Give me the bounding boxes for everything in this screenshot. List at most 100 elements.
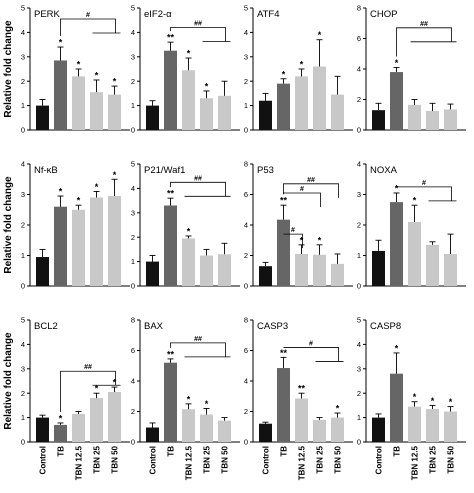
significance-mark: *	[59, 38, 63, 48]
bar-tbn-50	[331, 94, 344, 130]
comparison-bracket	[60, 18, 116, 37]
bar-tbn-25	[200, 414, 213, 442]
y-tick-label: 0	[131, 282, 135, 291]
bar-tbn-12-5	[182, 70, 195, 130]
bar-tbn-50	[108, 94, 121, 130]
bar-tb	[164, 362, 177, 442]
comparison-bracket	[283, 183, 339, 198]
panel-title: P21/Waf1	[144, 165, 185, 176]
category-label: TB	[280, 446, 289, 457]
y-tick-label: 8	[244, 160, 248, 169]
bar-tbn-50	[108, 391, 121, 442]
bar-tbn-25	[200, 255, 213, 286]
significance-mark: *	[187, 226, 191, 236]
bracket-label: ##	[194, 21, 202, 28]
y-tick-label: 3	[244, 52, 248, 61]
bar-tbn-25	[426, 244, 439, 286]
comparison-bracket	[283, 233, 303, 249]
bracket-label: #	[300, 186, 304, 193]
y-tick-label: 2	[21, 221, 25, 230]
y-tick-label: 3	[21, 52, 25, 61]
bar-tbn-25	[90, 398, 103, 442]
significance-mark: **	[167, 189, 175, 199]
y-tick-label: 1	[357, 251, 361, 260]
bar-tbn-12-5	[295, 398, 308, 442]
significance-mark: *	[95, 70, 99, 80]
significance-mark: *	[300, 60, 304, 70]
panel-perk: 0 1 2 3 4 5 PERK * * * * # Relative fold change	[3, 4, 130, 135]
significance-mark: *	[113, 378, 117, 388]
bar-tb	[390, 373, 403, 442]
bar-tbn-12-5	[72, 76, 85, 130]
y-axis-label: Relative fold change	[3, 332, 14, 430]
comparison-bracket	[60, 370, 116, 412]
y-tick-label: 0	[357, 126, 361, 135]
y-tick-label: 3	[131, 208, 135, 217]
y-tick-label: 5	[21, 4, 25, 13]
bar-control	[146, 105, 159, 130]
y-tick-label: 4	[357, 160, 361, 169]
y-axis-label: Relative fold change	[3, 176, 14, 274]
category-label: TB	[167, 446, 176, 457]
bar-tbn-25	[313, 66, 326, 130]
significance-mark: *	[187, 394, 191, 404]
panel-title: PERK	[34, 9, 61, 20]
bar-tbn-25	[90, 92, 103, 130]
bar-tbn-25	[426, 110, 439, 130]
y-tick-label: 4	[131, 377, 135, 386]
y-tick-label: 2	[131, 233, 135, 242]
significance-mark: *	[449, 397, 453, 407]
bracket-label: ##	[420, 21, 428, 28]
comparison-bracket	[396, 27, 452, 57]
y-tick-label: 3	[131, 52, 135, 61]
y-tick-label: 2	[357, 389, 361, 398]
significance-mark: **	[280, 196, 288, 206]
bar-tb	[390, 72, 403, 130]
y-tick-label: 6	[244, 190, 248, 199]
significance-mark: **	[167, 33, 175, 43]
category-label: TBN 12.5	[185, 445, 194, 480]
significance-mark: *	[282, 69, 286, 79]
bar-control	[146, 427, 159, 442]
category-label: TBN 50	[447, 445, 456, 473]
category-label: TBN 25	[316, 445, 325, 473]
category-label: TBN 25	[203, 445, 212, 473]
bar-tbn-12-5	[408, 406, 421, 442]
panel-title: CHOP	[370, 9, 397, 20]
bar-tbn-50	[444, 411, 457, 442]
category-label: TBN 50	[334, 445, 343, 473]
significance-mark: *	[113, 77, 117, 87]
bar-control	[36, 417, 49, 442]
y-tick-label: 1	[357, 413, 361, 422]
bar-tbn-12-5	[182, 238, 195, 286]
y-tick-label: 1	[21, 101, 25, 110]
bar-tb	[54, 424, 67, 442]
category-label: TBN 50	[111, 445, 120, 473]
y-tick-label: 5	[131, 160, 135, 169]
bar-tbn-12-5	[408, 221, 421, 286]
y-tick-label: 4	[244, 28, 248, 37]
y-tick-label: 0	[244, 438, 248, 447]
bar-tbn-25	[313, 254, 326, 286]
bar-tb	[277, 368, 290, 442]
y-tick-label: 1	[131, 101, 135, 110]
significance-mark: *	[318, 235, 322, 245]
y-tick-label: 1	[21, 413, 25, 422]
y-tick-label: 5	[131, 4, 135, 13]
panel-title: CASP3	[257, 321, 288, 332]
category-label: TBN 12.5	[298, 445, 307, 480]
bar-tb	[54, 206, 67, 286]
bar-tbn-25	[200, 98, 213, 130]
significance-mark: *	[77, 196, 81, 206]
y-tick-label: 2	[244, 407, 248, 416]
bar-control	[372, 110, 385, 130]
bar-tbn-50	[444, 109, 457, 130]
comparison-bracket	[170, 342, 226, 357]
y-tick-label: 2	[21, 389, 25, 398]
bar-tb	[164, 50, 177, 131]
y-tick-label: 8	[244, 316, 248, 325]
